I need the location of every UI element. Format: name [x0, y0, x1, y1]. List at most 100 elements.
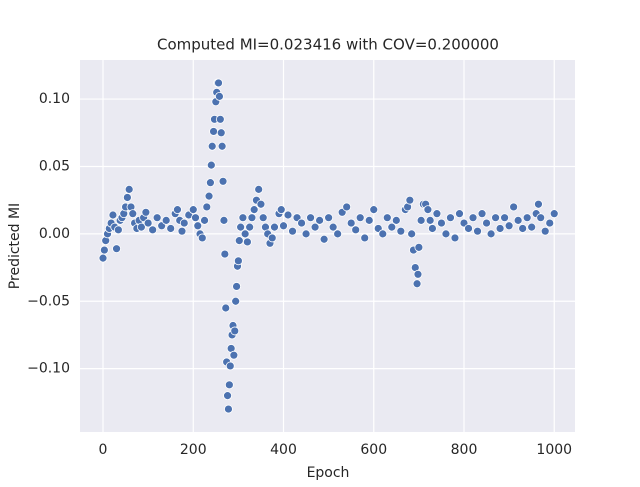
point	[333, 229, 343, 239]
point	[534, 199, 543, 209]
point	[500, 213, 510, 223]
point	[236, 222, 246, 232]
x-tick-label: 1000	[536, 442, 572, 458]
point	[495, 224, 505, 233]
point	[247, 213, 257, 223]
point	[486, 229, 496, 239]
point	[98, 253, 108, 263]
chart-title: Computed MI=0.023416 with COV=0.200000	[157, 36, 499, 54]
point	[482, 218, 491, 228]
point	[188, 205, 198, 215]
point	[414, 242, 424, 252]
point	[504, 221, 514, 231]
point	[112, 244, 121, 254]
point	[351, 225, 361, 235]
point	[545, 218, 555, 228]
point	[229, 350, 239, 360]
point	[215, 91, 224, 101]
point	[191, 213, 200, 223]
x-tick-label: 800	[451, 442, 478, 458]
point	[405, 195, 415, 205]
point	[407, 229, 417, 239]
point	[108, 210, 118, 220]
point	[518, 224, 528, 233]
point	[148, 225, 158, 235]
point	[232, 282, 241, 291]
point	[193, 221, 203, 231]
point	[122, 193, 132, 202]
point	[254, 184, 264, 194]
point	[540, 226, 550, 236]
point	[301, 229, 311, 239]
point	[270, 222, 279, 232]
point	[387, 222, 397, 232]
point	[230, 326, 240, 336]
point	[124, 184, 134, 194]
point	[279, 221, 288, 231]
x-tick-label: 600	[360, 442, 387, 458]
point	[173, 205, 182, 215]
y-tick-label: 0.00	[39, 226, 70, 242]
point	[267, 233, 277, 243]
point	[527, 222, 537, 232]
y-tick-label: −0.05	[27, 293, 70, 309]
point	[218, 176, 228, 186]
point	[416, 215, 426, 225]
point	[166, 224, 176, 233]
point	[152, 213, 162, 223]
point	[536, 213, 546, 223]
x-axis-label: Epoch	[307, 465, 350, 481]
x-tick-label: 0	[99, 442, 108, 458]
point	[161, 215, 171, 225]
point	[177, 226, 187, 236]
point	[220, 249, 230, 259]
point	[238, 213, 248, 223]
point	[432, 209, 442, 219]
point	[200, 215, 209, 225]
point	[522, 213, 532, 223]
point	[450, 233, 460, 243]
point	[128, 209, 138, 219]
point	[217, 141, 227, 151]
point	[346, 218, 356, 228]
point	[549, 209, 559, 219]
point	[310, 222, 320, 232]
point	[225, 361, 235, 371]
point	[391, 215, 401, 225]
point	[437, 218, 446, 228]
point	[328, 222, 338, 232]
point	[513, 215, 523, 225]
point	[206, 160, 216, 170]
point	[233, 256, 243, 266]
point	[378, 229, 388, 239]
point	[243, 237, 252, 247]
point	[297, 218, 306, 228]
point	[202, 202, 212, 212]
point	[113, 225, 123, 235]
point	[306, 213, 315, 223]
point	[360, 233, 370, 243]
point	[214, 78, 223, 88]
point	[283, 210, 293, 220]
point	[136, 222, 146, 232]
point	[413, 269, 423, 279]
point	[276, 205, 286, 215]
point	[204, 191, 214, 201]
point	[441, 229, 451, 239]
point	[468, 213, 478, 223]
point	[207, 141, 217, 151]
point	[319, 234, 329, 244]
point	[99, 245, 109, 255]
point	[382, 213, 392, 223]
point	[234, 236, 244, 246]
point	[231, 296, 241, 306]
x-tick-label: 400	[270, 442, 297, 458]
y-tick-label: 0.10	[39, 91, 70, 107]
point	[245, 222, 255, 232]
point	[446, 213, 455, 223]
y-tick-label: 0.05	[39, 158, 70, 174]
point	[369, 205, 379, 215]
point	[412, 279, 422, 289]
point	[477, 209, 487, 219]
